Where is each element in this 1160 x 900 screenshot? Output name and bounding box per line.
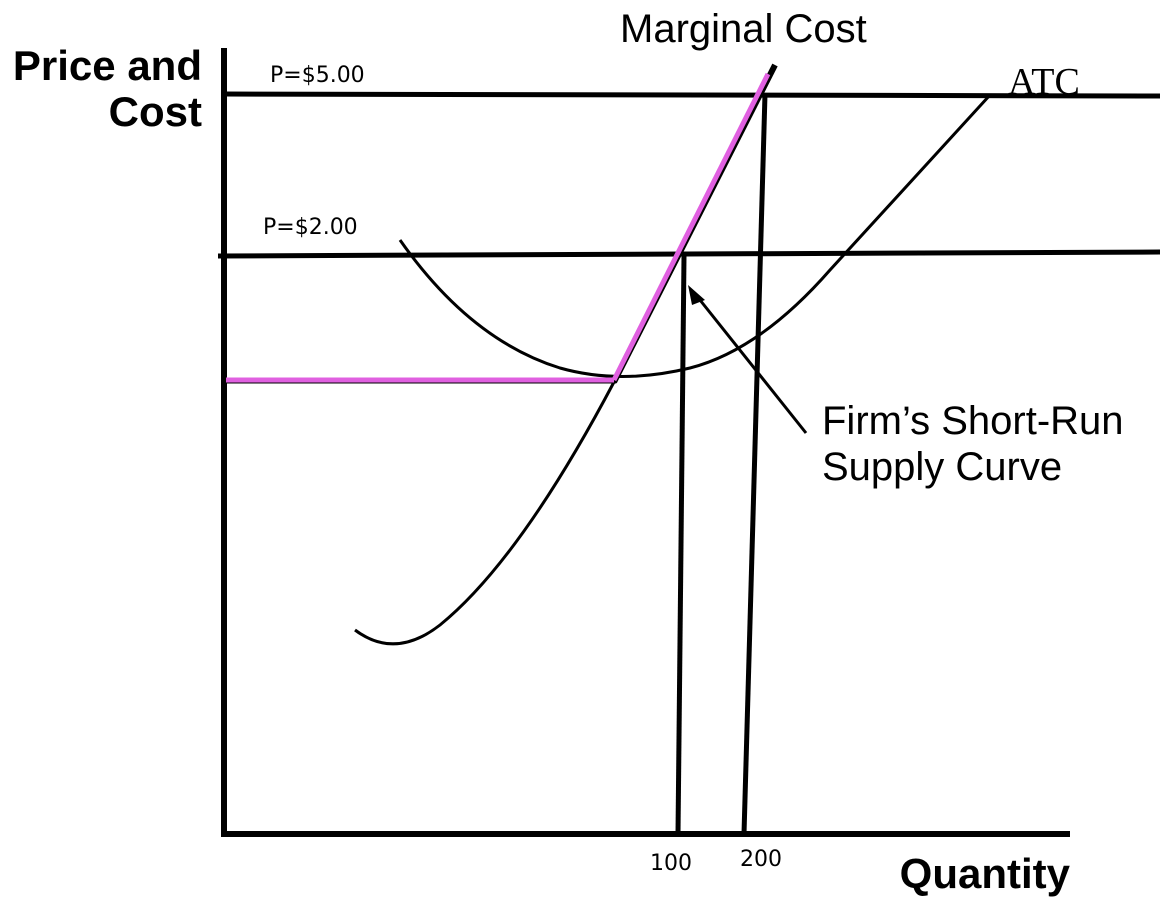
supply-label-line2: Supply Curve	[822, 445, 1062, 489]
price-line-5	[223, 91, 1160, 99]
y-axis-label-line2: Cost	[109, 88, 202, 135]
mc-label: Marginal Cost	[620, 7, 867, 51]
atc-label: ATC	[1008, 61, 1080, 103]
annotation-arrow-line	[694, 294, 808, 434]
quantity-tick-100: 100	[650, 851, 692, 876]
price-line-2	[217, 249, 1160, 259]
quantity-line-200	[741, 93, 768, 835]
quantity-line-100	[675, 255, 687, 835]
quantity-tick-200: 200	[740, 847, 782, 872]
price-label-5: P=$5.00	[270, 63, 365, 88]
mc-curve	[354, 381, 616, 646]
supply-label-line1: Firm’s Short-Run	[822, 399, 1124, 443]
x-axis-label: Quantity	[900, 850, 1071, 897]
price-label-2: P=$2.00	[263, 215, 358, 240]
y-axis-label-line1: Price and	[13, 42, 202, 89]
atc-curve	[398, 93, 992, 378]
supply-curve-rising	[611, 72, 771, 382]
annotation-arrow-head	[688, 285, 705, 305]
